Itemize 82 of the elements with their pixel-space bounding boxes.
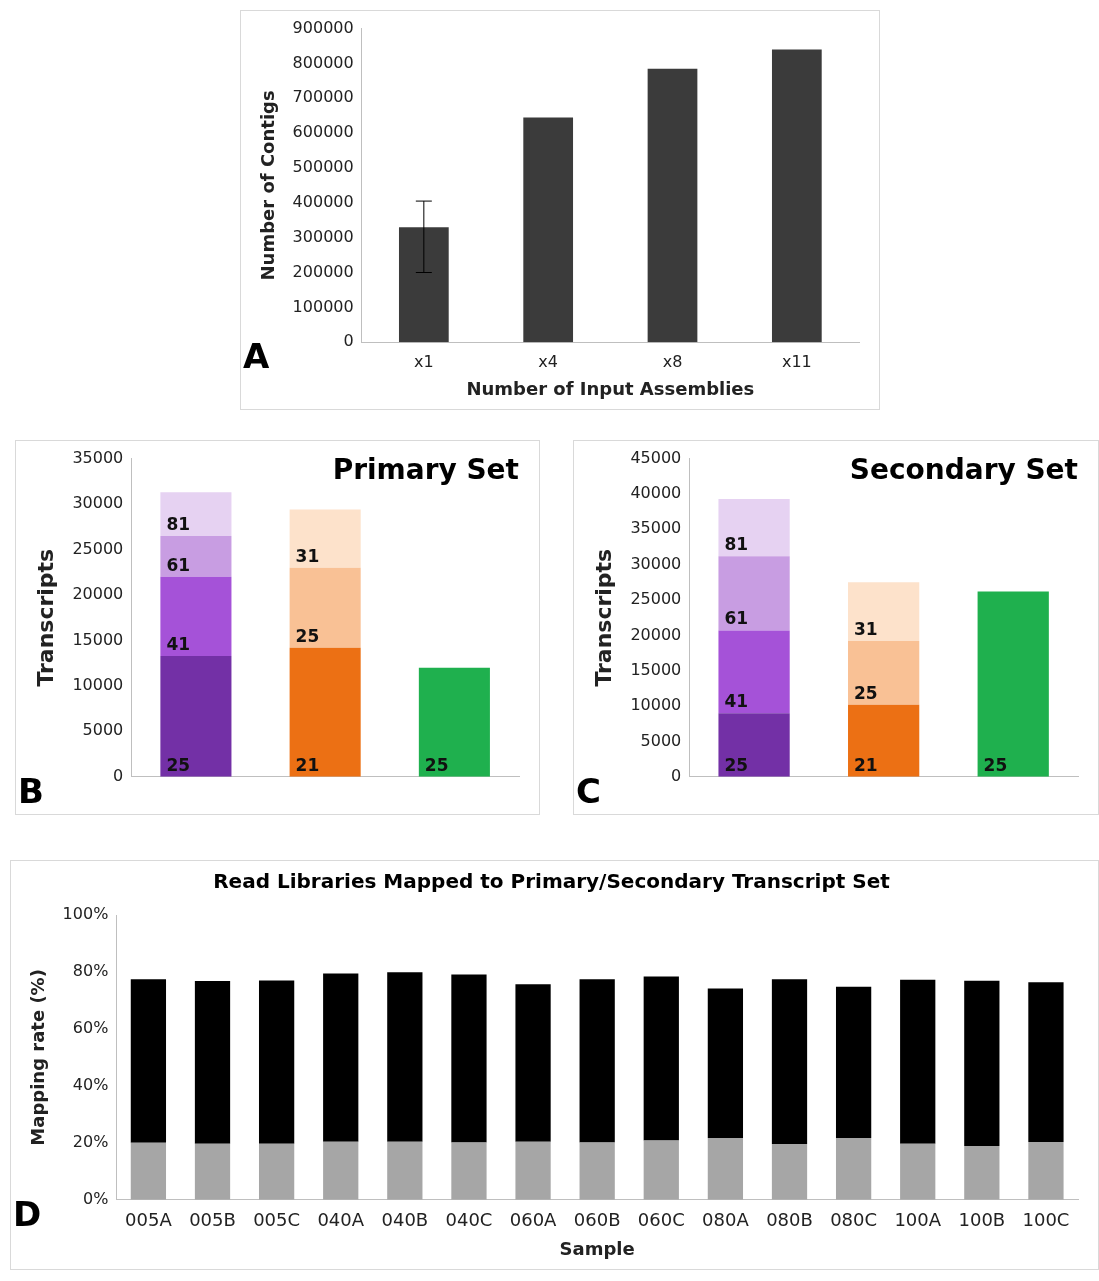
y-tick-label: 20000 <box>630 624 682 644</box>
annotation: 25 <box>724 754 749 775</box>
y-tick-label: 300000 <box>292 226 354 246</box>
y-axis-title: Mapping rate (%) <box>27 969 49 1146</box>
y-tick-label: 40000 <box>630 483 682 503</box>
y-tick-label: 30000 <box>72 493 124 513</box>
y-tick-label: 900000 <box>292 17 354 37</box>
y-tick-label: 100% <box>62 904 109 924</box>
y-tick-label: 25000 <box>630 589 682 609</box>
y-tick-label: 100000 <box>292 296 354 316</box>
x-tick-label: 100B <box>958 1209 1006 1231</box>
x-tick-label: 005B <box>189 1209 236 1231</box>
x-tick-label: 100A <box>894 1209 942 1231</box>
x-tick-label: 060A <box>509 1209 558 1231</box>
x-axis-title: Number of Input Assemblies <box>466 377 755 399</box>
x-tick-label: 100C <box>1022 1209 1070 1231</box>
y-tick-label: 20% <box>72 1132 109 1151</box>
x-tick-label: 040B <box>381 1209 429 1231</box>
y-tick-label: 0 <box>671 765 682 785</box>
y-tick-label: 400000 <box>292 191 354 211</box>
x-tick-label: 040A <box>317 1209 365 1231</box>
text: B <box>18 770 44 811</box>
x-tick-label: 005A <box>125 1209 173 1231</box>
y-tick-label: 35000 <box>630 518 682 538</box>
annotation: 25 <box>854 682 878 703</box>
annotation: 25 <box>424 754 449 775</box>
text: A <box>243 336 270 377</box>
annotation: 31 <box>854 618 878 639</box>
annotation: 25 <box>295 625 320 646</box>
chart-title: Primary Set <box>332 453 519 487</box>
x-tick-label: 040C <box>445 1209 493 1231</box>
x-tick-label: 005C <box>253 1209 301 1231</box>
y-tick-label: 0 <box>343 331 354 351</box>
annotation: 21 <box>295 754 320 775</box>
x-tick-label: 060B <box>573 1209 621 1231</box>
y-tick-label: 35000 <box>72 447 124 467</box>
x-tick-label: x1 <box>414 351 434 371</box>
y-tick-label: 5000 <box>82 720 124 740</box>
annotation: 61 <box>724 608 749 629</box>
y-tick-label: 500000 <box>292 157 354 177</box>
y-axis-title: Transcripts <box>590 548 616 687</box>
y-tick-label: 60% <box>72 1018 109 1038</box>
y-tick-label: 600000 <box>292 122 354 142</box>
y-tick-label: 0 <box>113 765 124 785</box>
annotation: 81 <box>166 513 191 534</box>
y-tick-label: 15000 <box>630 659 682 679</box>
y-tick-label: 0% <box>82 1188 109 1208</box>
y-tick-label: 200000 <box>292 261 354 281</box>
annotation: 61 <box>166 554 191 575</box>
x-tick-label: 080C <box>830 1209 878 1231</box>
y-tick-label: 10000 <box>630 695 682 715</box>
text: D <box>13 1193 42 1234</box>
chart-title: Read Libraries Mapped to Primary/Secondary Transcript Set <box>213 869 891 894</box>
annotation: 21 <box>854 754 878 775</box>
chart-title: Secondary Set <box>849 453 1078 487</box>
y-tick-label: 20000 <box>72 584 124 604</box>
x-tick-label: x8 <box>662 351 683 371</box>
x-tick-label: 080A <box>702 1209 750 1231</box>
annotation: 41 <box>166 633 191 654</box>
y-tick-label: 45000 <box>630 447 682 467</box>
text: C <box>576 770 601 811</box>
y-tick-label: 30000 <box>630 553 682 573</box>
annotation: 81 <box>724 534 749 555</box>
y-tick-label: 80% <box>72 961 109 981</box>
y-axis-title: Transcripts <box>32 548 58 687</box>
y-tick-label: 5000 <box>640 730 682 750</box>
annotation: 31 <box>295 545 320 566</box>
x-tick-label: 060C <box>637 1209 685 1231</box>
x-tick-label: 080B <box>766 1209 813 1231</box>
y-tick-label: 700000 <box>292 87 354 107</box>
y-tick-label: 800000 <box>292 52 354 72</box>
x-axis-title: Sample <box>559 1237 635 1259</box>
y-axis-title: Number of Contigs <box>257 90 279 281</box>
y-tick-label: 40% <box>72 1075 109 1095</box>
annotation: 41 <box>724 691 749 712</box>
y-tick-label: 15000 <box>72 629 124 649</box>
annotation: 25 <box>983 754 1008 775</box>
y-tick-label: 10000 <box>72 675 124 695</box>
x-tick-label: x11 <box>781 351 812 371</box>
y-tick-label: 25000 <box>72 538 124 558</box>
x-tick-label: x4 <box>538 351 558 371</box>
annotation: 25 <box>166 754 191 775</box>
